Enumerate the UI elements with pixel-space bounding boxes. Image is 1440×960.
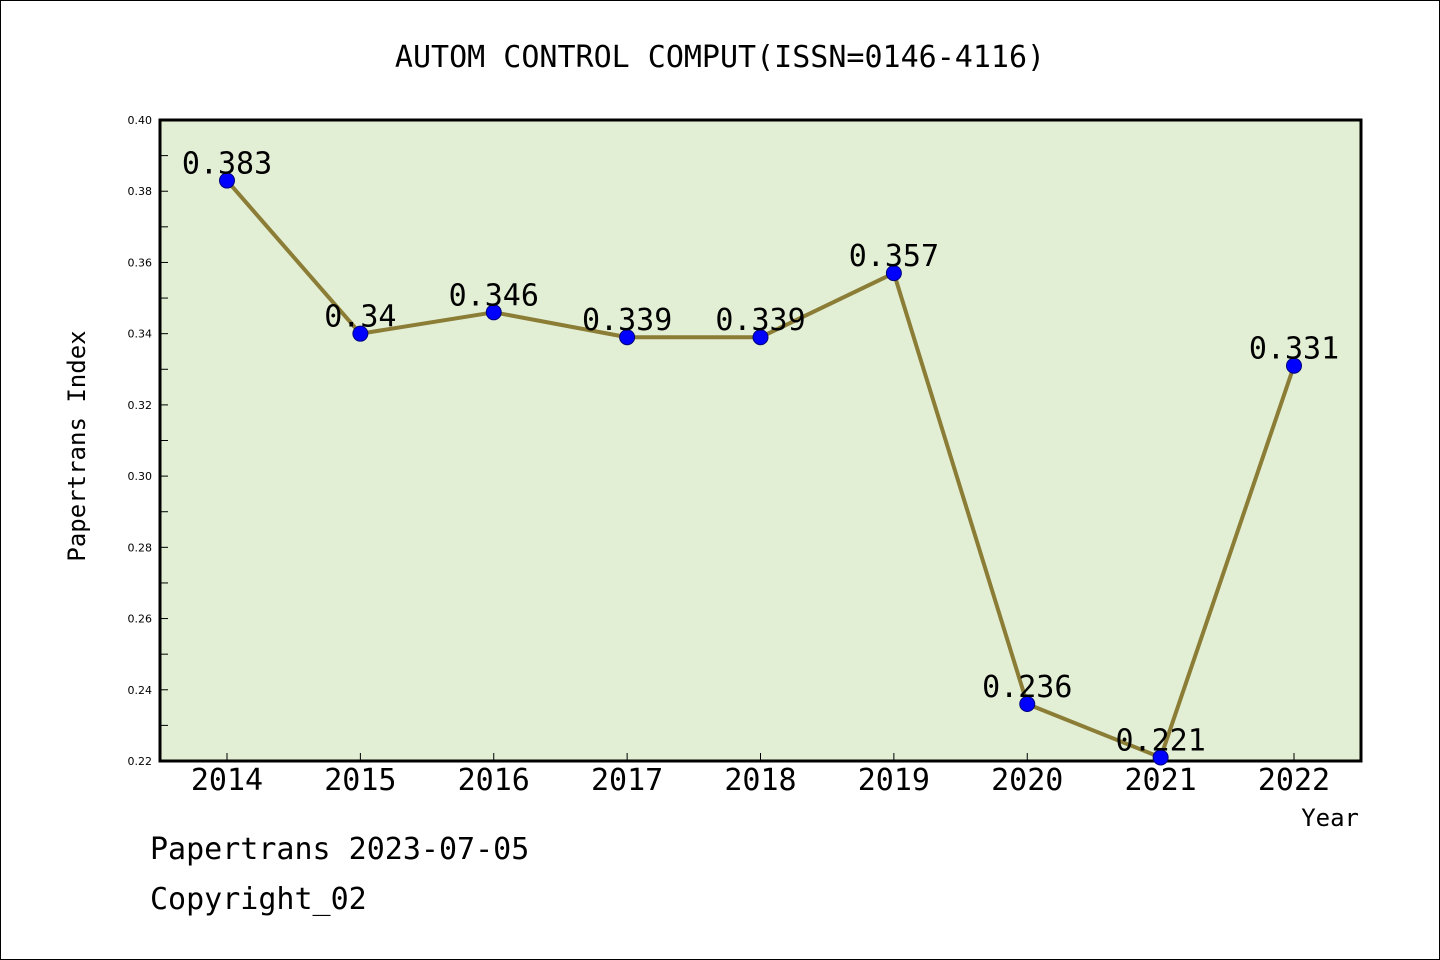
x-tick-label: 2014	[191, 763, 263, 798]
data-point	[1019, 696, 1036, 713]
data-point	[752, 329, 769, 346]
series-papertrans-index: 0.383 0.34 0.346 0.339 0.339 0.357 0.236 0.221 0…	[182, 147, 1339, 766]
x-tick-label: 2022	[1258, 763, 1330, 798]
y-tick-label: 0.40	[128, 114, 153, 127]
y-tick-label: 0.34	[128, 328, 153, 341]
x-tick-label: 2017	[591, 763, 663, 798]
x-tick-label: 2020	[991, 763, 1063, 798]
data-label: 0.236	[982, 670, 1072, 705]
data-label: 0.346	[449, 278, 539, 313]
y-tick-label: 0.22	[128, 755, 153, 768]
data-label: 0.34	[324, 300, 396, 335]
x-tick-label: 2015	[324, 763, 396, 798]
data-label: 0.221	[1115, 723, 1205, 758]
x-axis: 2014 2015 2016 2017 2018 2019 2020 2021 2022	[191, 753, 1330, 798]
data-label: 0.339	[715, 303, 805, 338]
data-label: 0.383	[182, 147, 272, 182]
data-point	[352, 325, 369, 342]
data-label: 0.357	[849, 239, 939, 274]
x-tick-label: 2016	[458, 763, 530, 798]
y-axis: 0.22 0.24 0.26 0.28 0.30 0.32 0.34 0.36 0.38 0.40	[128, 114, 168, 768]
data-label: 0.339	[582, 303, 672, 338]
x-axis-label: Year	[1301, 804, 1359, 832]
y-tick-label: 0.28	[128, 541, 153, 554]
x-tick-label: 2019	[858, 763, 930, 798]
data-label: 0.331	[1249, 332, 1339, 367]
y-tick-label: 0.24	[128, 684, 153, 697]
data-point	[219, 172, 235, 189]
y-tick-label: 0.30	[128, 470, 153, 483]
data-point	[485, 304, 502, 321]
x-tick-label: 2018	[724, 763, 796, 798]
data-point	[885, 265, 902, 282]
chart-title: AUTOM CONTROL COMPUT(ISSN=0146-4116)	[395, 40, 1045, 75]
x-tick-label: 2021	[1125, 763, 1197, 798]
y-tick-label: 0.38	[128, 185, 153, 198]
y-tick-label: 0.36	[128, 256, 153, 269]
data-point	[1152, 749, 1169, 766]
y-tick-label: 0.32	[128, 399, 153, 412]
data-point	[619, 329, 636, 346]
y-tick-label: 0.26	[128, 613, 153, 626]
plot-area	[158, 118, 1363, 763]
footer-copyright-text: Copyright_02	[150, 882, 367, 917]
data-point	[1286, 357, 1302, 374]
footer-source-text: Papertrans 2023-07-05	[150, 832, 530, 867]
y-axis-label: Papertrans Index	[63, 330, 91, 561]
